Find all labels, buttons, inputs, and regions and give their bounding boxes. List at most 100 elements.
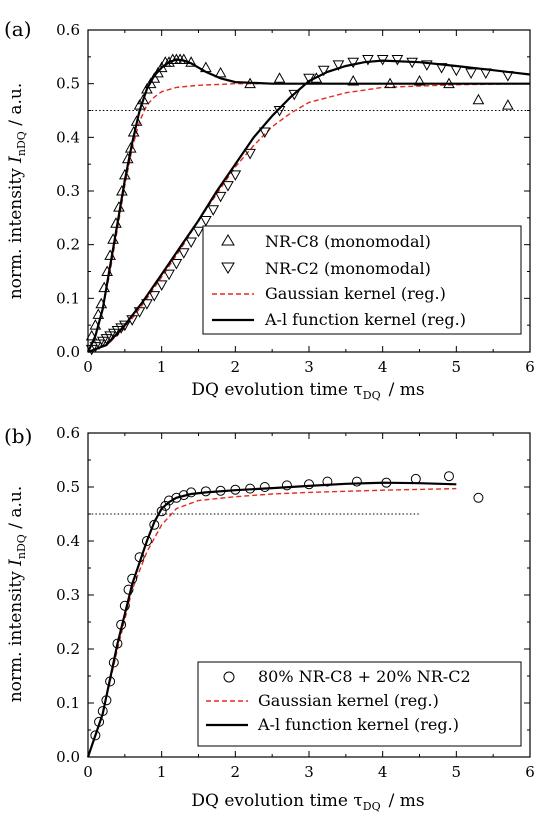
circle-icon — [223, 671, 235, 683]
triangle-down-icon — [221, 262, 235, 274]
y-tick-label: 0.4 — [56, 128, 80, 146]
legend-label: NR-C2 (monomodal) — [265, 259, 431, 278]
tick-labels: 0 1 2 3 4 5 6 0.0 0.1 0.2 0.3 0.4 0.5 0.6 — [56, 21, 535, 376]
legend-box — [202, 225, 522, 335]
legend-label: A-l function kernel (reg.) — [264, 310, 466, 329]
data-point-triangle-down — [229, 170, 242, 181]
x-tick-label: 0 — [83, 358, 93, 376]
data-point-circle — [149, 519, 160, 530]
data-point-triangle-up — [152, 66, 164, 78]
data-point-triangle-down — [479, 68, 492, 79]
data-point-circle — [94, 716, 105, 727]
data-point-triangle-up — [124, 142, 137, 153]
data-point-triangle-up — [384, 77, 396, 89]
data-point-triangle-up — [144, 77, 157, 89]
x-tick-label: 5 — [452, 358, 462, 376]
data-point-triangle-up — [185, 56, 197, 67]
svg-text:DQ evolution time τDQ/ ms: DQ evolution time τDQ / ms — [191, 791, 424, 813]
data-point-circle — [245, 483, 256, 494]
data-point-triangle-up — [273, 72, 286, 83]
y-tick-label: 0.5 — [56, 75, 80, 93]
data-point-triangle-up — [214, 66, 227, 78]
legend-label: 80% NR-C8 + 20% NR-C2 — [258, 667, 471, 686]
data-point-triangle-up — [472, 93, 485, 105]
a-l-fit-line — [87, 58, 530, 353]
data-point-circle — [164, 495, 175, 506]
data-point-circle — [322, 476, 333, 487]
data-point-triangle-up — [127, 125, 140, 137]
data-point-triangle-up — [92, 308, 105, 319]
y-tick-label: 0.3 — [56, 182, 80, 200]
data-point-triangle-down — [347, 57, 360, 69]
data-point-triangle-up — [200, 61, 212, 73]
data-point-circle — [186, 487, 197, 498]
data-point-triangle-down — [244, 148, 256, 160]
data-point-triangle-up — [177, 53, 190, 65]
data-point-triangle-up — [502, 99, 514, 110]
data-point-triangle-down — [273, 106, 286, 117]
legend-label: Gaussian kernel (reg.) — [265, 284, 446, 303]
y-tick-label: 0.0 — [56, 748, 80, 766]
legend-label: A-l function kernel (reg.) — [257, 715, 459, 734]
legend-label: Gaussian kernel (reg.) — [258, 691, 439, 710]
y-tick-label: 0.4 — [56, 532, 80, 550]
legend: 80% NR-C8 + 20% NR-C2 Gaussian kernel (r… — [197, 661, 522, 747]
legend-item-gaussian: Gaussian kernel (reg.) — [212, 284, 446, 303]
data-point-triangle-up — [244, 77, 256, 89]
data-point-circle — [134, 552, 145, 563]
data-point-triangle-up — [85, 329, 98, 341]
data-point-triangle-up — [104, 249, 116, 260]
data-point-circle — [156, 506, 167, 517]
x-tick-label: 6 — [525, 763, 535, 781]
data-point-triangle-down — [133, 307, 146, 318]
data-point-triangle-down — [177, 248, 190, 259]
data-point-triangle-down — [406, 57, 418, 69]
data-markers — [85, 53, 514, 356]
data-point-triangle-up — [95, 297, 108, 309]
data-point-triangle-down — [421, 60, 433, 71]
x-tick-label: 5 — [452, 763, 462, 781]
svg-text:DQ evolution time τDQ/ ms: DQ evolution time τDQ / ms — [191, 380, 424, 402]
y-axis-label: norm. intensity InDQ / a.u. — [6, 83, 28, 300]
data-point-triangle-down — [207, 205, 220, 216]
x-axis-label: DQ evolution time τDQ / ms — [191, 791, 424, 813]
data-point-circle — [90, 730, 101, 741]
data-point-circle — [116, 619, 127, 630]
data-markers — [90, 471, 484, 741]
y-tick-label: 0.1 — [56, 694, 80, 712]
data-point-circle — [381, 477, 392, 488]
panel-tag: (a) — [4, 17, 32, 41]
legend-label: NR-C8 (monomodal) — [265, 232, 431, 251]
data-point-triangle-up — [121, 152, 134, 164]
data-point-circle — [108, 657, 119, 668]
data-point-circle — [97, 706, 108, 717]
y-tick-label: 0.3 — [56, 586, 80, 604]
data-point-triangle-up — [89, 319, 102, 330]
data-point-circle — [351, 476, 362, 487]
data-point-circle — [141, 536, 152, 546]
data-point-triangle-down — [170, 258, 183, 270]
svg-text:norm. intensity InDQ / a.u.: norm. intensity InDQ / a.u. — [6, 83, 28, 300]
x-tick-label: 1 — [157, 763, 167, 781]
y-tick-label: 0.0 — [56, 343, 80, 361]
data-point-circle — [304, 479, 314, 490]
x-tick-label: 3 — [304, 358, 314, 376]
data-point-triangle-down — [192, 226, 205, 238]
data-point-triangle-down — [126, 315, 139, 326]
y-tick-label: 0.6 — [56, 424, 80, 442]
panel-tag: (b) — [4, 424, 32, 448]
legend-item-a-l: A-l function kernel (reg.) — [212, 310, 466, 329]
y-tick-label: 0.5 — [56, 478, 80, 496]
y-tick-label: 0.2 — [56, 236, 80, 254]
legend: NR-C8 (monomodal) NR-C2 (monomodal) Gaus… — [202, 225, 522, 335]
data-point-triangle-down — [317, 65, 330, 77]
data-point-triangle-up — [101, 265, 114, 276]
x-tick-label: 4 — [378, 763, 388, 781]
legend-item-a-l: A-l function kernel (reg.) — [206, 715, 459, 734]
data-point-circle — [105, 676, 116, 687]
data-point-triangle-down — [214, 191, 227, 203]
data-point-triangle-up — [113, 201, 125, 212]
data-point-triangle-up — [163, 56, 175, 67]
x-tick-label: 1 — [157, 358, 167, 376]
data-point-triangle-down — [258, 127, 271, 138]
